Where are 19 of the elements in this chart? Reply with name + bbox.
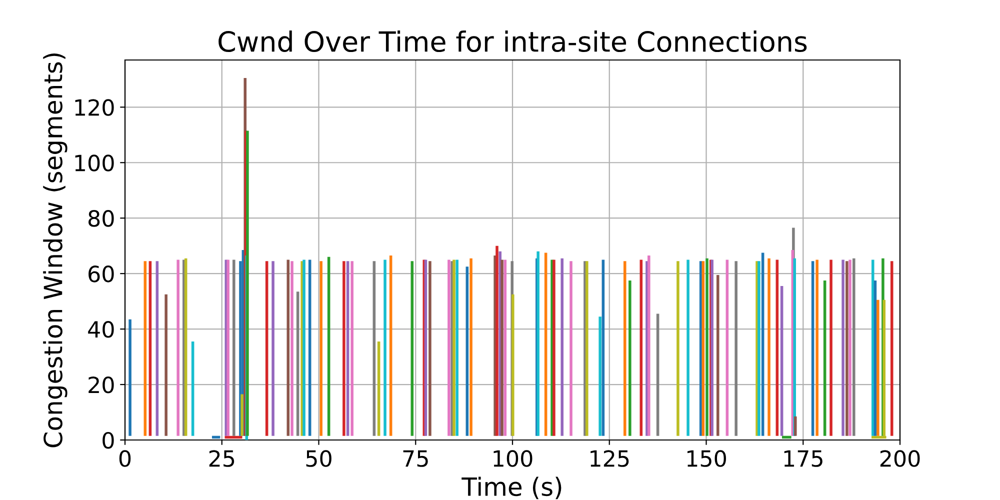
y-tick-label: 20 [88,376,114,394]
y-tick-label: 80 [88,210,114,227]
y-tick-label: 40 [88,321,114,338]
x-tick-label: 25 [209,450,234,467]
y-tick-label: 60 [88,266,114,282]
x-tick-label: 75 [403,450,428,467]
x-tick-label: 0 [119,450,131,467]
x-tick-label: 175 [784,450,822,467]
x-tick-label: 100 [494,450,532,467]
x-tick-label: 200 [880,450,920,467]
y-tick-label: 0 [102,432,114,449]
x-tick-label: 125 [590,450,629,467]
y-axis-title: Congestion Window (segments) [43,53,68,448]
x-tick-label: 50 [306,450,332,467]
x-tick-label: 150 [687,450,726,467]
chart-title: Cwnd Over Time for intra-site Connections [218,30,807,52]
x-axis-title: Time (s) [462,476,562,500]
y-tick-label: 100 [75,154,114,172]
y-tick-label: 120 [75,99,114,116]
